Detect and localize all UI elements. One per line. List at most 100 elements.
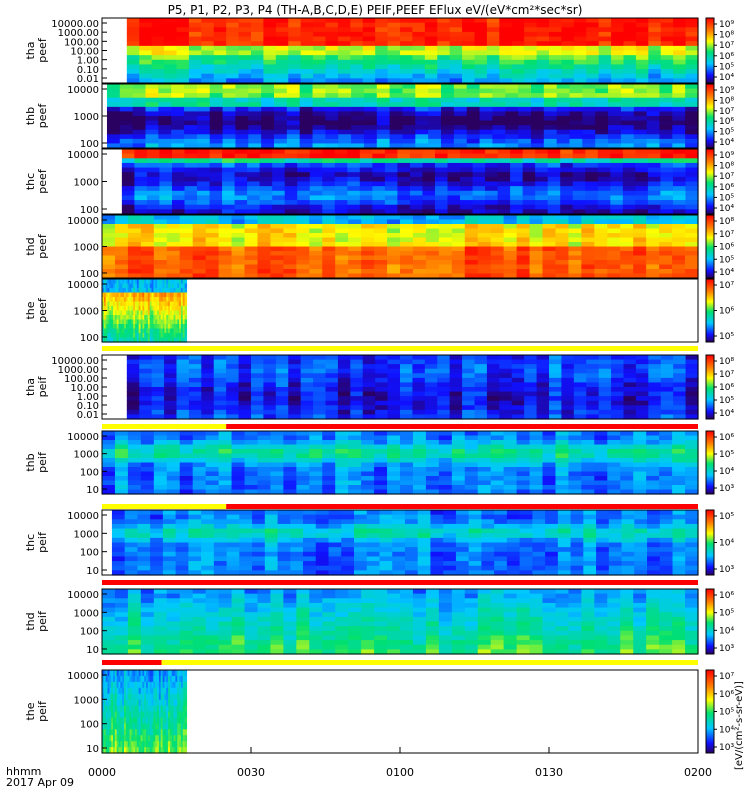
heatmap-cell [261,120,275,126]
heatmap-cell [213,73,227,79]
figure-title: P5, P1, P2, P3, P4 (TH-A,B,C,D,E) PEIF,P… [168,3,583,17]
heatmap-cell [530,111,545,117]
heatmap-cell [116,315,120,321]
heatmap-cell [334,149,348,155]
heatmap-cell [137,523,151,530]
heatmap-cell [162,561,177,567]
heatmap-cell [492,102,506,108]
heatmap-cell [274,129,288,135]
heatmap-cell [516,233,531,239]
heatmap-cell [549,18,563,24]
heatmap-cell [176,55,190,61]
heatmap-cell [313,78,327,84]
heatmap-cell [425,242,440,248]
heatmap-cell [179,292,182,298]
heatmap-cell [412,355,426,361]
heatmap-cell [238,387,252,393]
heatmap-cell [685,237,699,243]
heatmap-cell [477,237,492,243]
heatmap-cell [261,97,275,103]
heatmap-cell [400,18,414,24]
heatmap-cell [685,228,699,234]
heatmap-cell [334,195,348,201]
heatmap-cell [251,400,265,406]
heatmap-cell [623,368,637,374]
heatmap-cell [499,396,513,402]
heatmap-cell [400,485,414,491]
heatmap-cell [284,204,298,210]
heatmap-cell [672,458,686,464]
heatmap-cell [322,233,336,239]
heatmap-cell [150,556,164,562]
heatmap-cell [477,251,492,257]
heatmap-cell [168,337,171,343]
heatmap-cell [121,172,135,178]
heatmap-cell [672,476,686,482]
heatmap-cell [334,204,348,210]
heatmap-cell [672,172,687,178]
heatmap-cell [155,279,158,285]
heatmap-cell [485,162,499,169]
heatmap-cell [312,134,326,140]
heatmap-cell [244,269,259,275]
heatmap-cell [412,368,426,374]
heatmap-cell [497,149,511,155]
heatmap-cell [387,355,401,361]
heatmap-cell [264,523,279,530]
heatmap-cell [140,279,143,285]
heatmap-cell [347,167,361,173]
heatmap-cell [142,324,145,330]
heatmap-cell [151,288,154,294]
heatmap-cell [437,364,451,370]
heatmap-cell [497,162,511,169]
heatmap-cell [350,382,364,388]
heatmap-cell [162,301,166,307]
heatmap-cell [263,31,277,38]
heatmap-cell [164,400,178,406]
heatmap-cell [351,102,365,108]
heatmap-cell [296,467,310,473]
heatmap-cell [247,167,261,173]
heatmap-cell [111,324,114,330]
heatmap-cell [114,215,129,221]
heatmap-cell [598,41,612,47]
heatmap-cell [145,102,159,108]
heatmap-cell [387,22,401,28]
heatmap-cell [568,435,582,441]
heatmap-cell [622,186,636,192]
heatmap-cell [150,547,164,553]
heatmap-cell [535,181,549,187]
heatmap-cell [300,364,314,370]
heatmap-cell [244,233,259,239]
heatmap-cell [158,134,172,140]
heatmap-cell [586,64,600,70]
heatmap-cell [447,186,461,192]
heatmap-cell [140,233,155,239]
heatmap-cell [251,373,265,379]
heatmap-cell [247,172,261,178]
heatmap-cell [434,176,449,183]
heatmap-cell [460,167,474,173]
heatmap-cell [275,382,289,388]
heatmap-cell [351,88,365,94]
heatmap-cell [402,129,416,135]
heatmap-cell [400,396,414,402]
heatmap-cell [620,242,634,248]
heatmap-cell [309,251,323,257]
heatmap-cell [270,431,284,437]
heatmap-cell [622,162,636,169]
heatmap-cell [299,129,314,135]
heatmap-cell [568,251,582,257]
heatmap-cell [122,333,125,339]
heatmap-cell [315,542,330,548]
panel-5: tha peif10000.001000.00100.0010.001.000.1… [24,354,734,421]
heatmap-cell [132,102,147,108]
heatmap-cell [372,162,386,169]
heatmap-cell [611,364,625,370]
heatmap-cell [102,215,116,221]
heatmap-cell [633,453,647,459]
heatmap-cell [138,324,142,330]
heatmap-cell [222,120,237,126]
heatmap-cell [555,237,570,243]
